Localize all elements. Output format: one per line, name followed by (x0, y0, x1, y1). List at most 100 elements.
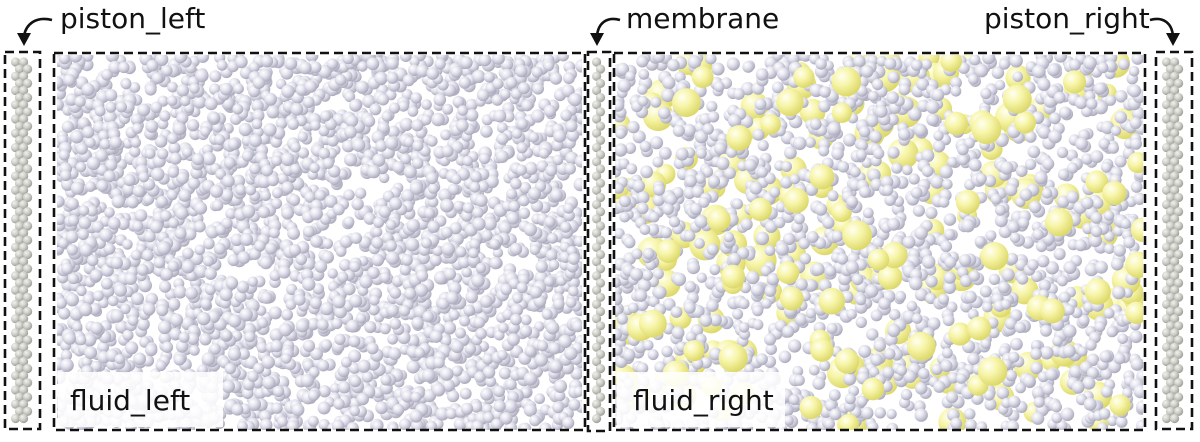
solvent-particle (632, 130, 646, 144)
solvent-particle (117, 217, 130, 231)
solvent-particle (1062, 344, 1076, 358)
solvent-particle (1009, 232, 1021, 244)
solvent-particle (507, 391, 519, 403)
solvent-particle (237, 251, 251, 265)
solvent-particle (1118, 58, 1130, 71)
solvent-particle (122, 329, 134, 341)
solvent-particle (104, 89, 118, 102)
solvent-particle (281, 84, 295, 99)
solvent-particle (264, 242, 277, 255)
solvent-particle (799, 55, 812, 62)
solvent-particle (1080, 196, 1094, 210)
wall-particle (14, 135, 25, 145)
solvent-particle (389, 318, 402, 330)
solvent-particle (1110, 257, 1124, 271)
solvent-particle (385, 219, 397, 231)
solvent-particle (236, 280, 250, 294)
solvent-particle (732, 198, 743, 210)
solvent-particle (870, 353, 883, 366)
solvent-particle (931, 363, 943, 375)
solvent-particle (387, 333, 398, 345)
solvent-particle (260, 190, 271, 202)
solvent-particle (332, 295, 346, 309)
solvent-particle (445, 291, 459, 305)
solvent-particle (308, 366, 320, 378)
solvent-particle (636, 202, 649, 215)
membrane-particles (592, 57, 606, 424)
solvent-particle (910, 59, 923, 71)
solvent-particle (287, 227, 300, 240)
wall-particle (592, 342, 602, 352)
solvent-particle (887, 323, 901, 337)
solvent-particle (351, 197, 364, 211)
solvent-particle (947, 372, 959, 384)
wall-particle (11, 257, 21, 267)
solvent-particle (216, 59, 228, 71)
solvent-particle (167, 166, 179, 178)
wall-particle (14, 235, 25, 245)
solvent-particle (78, 205, 90, 216)
solvent-particle (193, 95, 207, 109)
solvent-particle (811, 262, 825, 276)
wall-particle (14, 192, 25, 203)
solvent-particle (806, 231, 819, 243)
solvent-particle (201, 352, 216, 366)
wall-particle (14, 321, 25, 331)
solvent-particle (67, 214, 80, 227)
solvent-particle (302, 225, 315, 238)
solvent-particle (942, 314, 955, 327)
solvent-particle (72, 321, 83, 332)
solvent-particle (738, 322, 750, 333)
solvent-particle (1069, 365, 1083, 379)
solvent-particle (227, 138, 240, 151)
wall-particle (14, 335, 25, 345)
solvent-particle (531, 66, 543, 78)
solvent-particle (169, 152, 182, 165)
solvent-particle (342, 55, 354, 65)
solvent-particle (642, 269, 653, 281)
solvent-particle (187, 177, 200, 190)
wall-particle (595, 278, 606, 288)
solvent-particle (873, 147, 885, 160)
solvent-particle (288, 244, 301, 257)
solvent-particle (290, 103, 304, 116)
solvent-particle (818, 145, 830, 157)
solvent-particle (122, 183, 135, 196)
solvent-particle (752, 319, 764, 331)
solvent-particle (167, 297, 181, 311)
wall-particle (595, 235, 606, 245)
solvent-particle (74, 96, 86, 108)
wall-particle (19, 214, 29, 224)
solvent-particle (1086, 98, 1098, 110)
solvent-particle (65, 230, 79, 244)
solvent-particle (565, 120, 578, 133)
solvent-particle (564, 163, 576, 175)
solvent-particle (568, 286, 579, 297)
solvent-particle (434, 58, 446, 70)
solvent-particle (558, 334, 572, 349)
solvent-particle (241, 150, 254, 162)
solvent-particle (459, 315, 471, 327)
wall-particle (11, 57, 21, 67)
solvent-particle (925, 100, 940, 114)
solvent-particle (865, 284, 879, 298)
solvent-particle (694, 238, 705, 249)
solvent-particle (144, 83, 157, 96)
solvent-particle (615, 182, 625, 194)
solvent-particle (254, 240, 266, 252)
solvent-particle (657, 106, 671, 120)
solvent-particle (940, 240, 953, 253)
solvent-particle (531, 109, 545, 123)
solvent-particle (110, 309, 124, 323)
solvent-particle (307, 415, 319, 427)
solvent-particle (60, 177, 75, 191)
solvent-particle (1088, 233, 1103, 248)
wall-particle (19, 299, 29, 309)
solvent-particle (349, 99, 362, 112)
solvent-particle (249, 163, 261, 175)
solvent-particle (938, 196, 950, 208)
wall-particle (23, 349, 33, 359)
solvent-particle (433, 356, 445, 369)
solvent-particle (115, 320, 129, 334)
solvent-particle (256, 342, 268, 353)
